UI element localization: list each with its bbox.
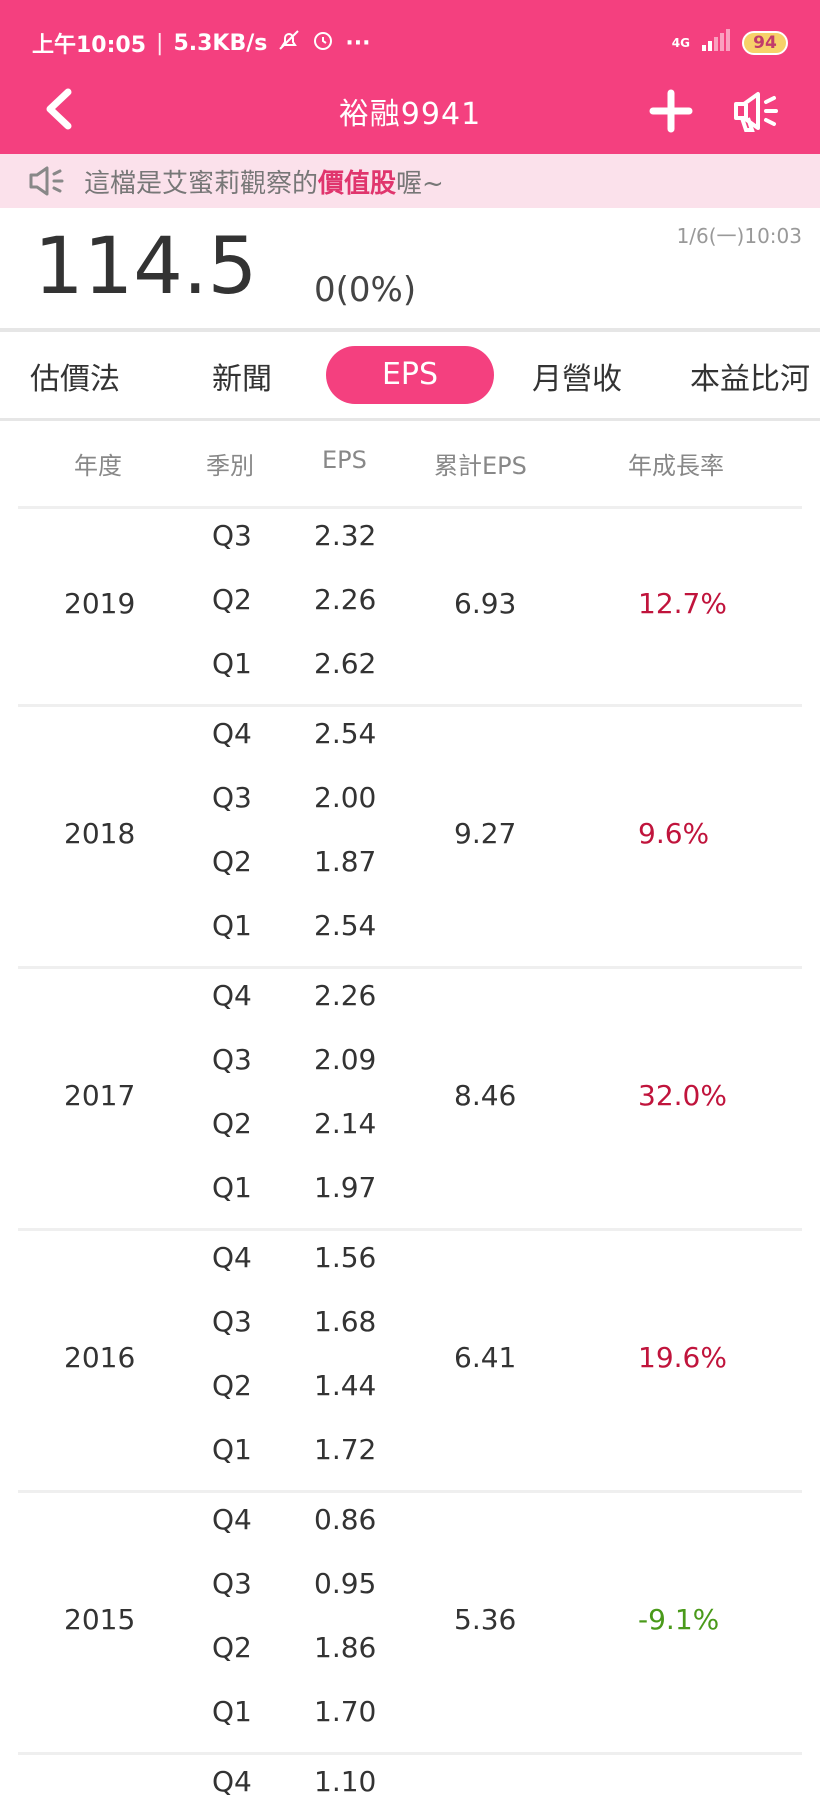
- table-header: 年度 季別 EPS 累計EPS 年成長率: [0, 438, 820, 486]
- cumulative-eps: 9.27: [454, 817, 517, 850]
- header-year: 年度: [74, 452, 122, 480]
- quarter-eps: 2.62: [314, 647, 377, 680]
- quarter-eps: 2.14: [314, 1107, 377, 1140]
- notice-banner[interactable]: 這檔是艾蜜莉觀察的 價值股 喔~: [0, 154, 820, 208]
- year-label: 2018: [64, 817, 136, 850]
- quarter-label: Q1: [212, 1171, 252, 1204]
- growth-rate: 32.0%: [638, 1079, 727, 1112]
- year-block: 2016 6.41 19.6% Q4 1.56 Q3 1.68 Q2 1.44 Q1 1.72: [18, 1228, 802, 1484]
- quarter-eps: 2.54: [314, 717, 377, 750]
- quarter-label: Q2: [212, 583, 252, 616]
- network-speed: 5.3KB/s: [173, 30, 268, 56]
- quarter-label: Q4: [212, 979, 252, 1012]
- back-icon[interactable]: [40, 86, 80, 132]
- megaphone-icon: [28, 164, 66, 198]
- cumulative-eps: 8.46: [454, 1079, 517, 1112]
- year-block: 2017 8.46 32.0% Q4 2.26 Q3 2.09 Q2 2.14 Q1 1.97: [18, 966, 802, 1222]
- quarter-label: Q4: [212, 717, 252, 750]
- signal-icon: [702, 29, 730, 57]
- quarter-eps: 0.95: [314, 1567, 377, 1600]
- alarm-icon: [311, 28, 335, 58]
- year-label: 2017: [64, 1079, 136, 1112]
- quarter-eps: 2.09: [314, 1043, 377, 1076]
- quarter-label: Q3: [212, 1305, 252, 1338]
- year-label: 2015: [64, 1603, 136, 1636]
- quarter-label: Q1: [212, 1433, 252, 1466]
- quarter-eps: 1.68: [314, 1305, 377, 1338]
- growth-rate: -9.1%: [638, 1603, 720, 1636]
- notification-muted-icon: [277, 28, 301, 58]
- notice-prefix: 這檔是艾蜜莉觀察的: [84, 168, 319, 199]
- quarter-label: Q3: [212, 1567, 252, 1600]
- quarter-eps: 1.70: [314, 1695, 377, 1728]
- quarter-eps: 1.86: [314, 1631, 377, 1664]
- quarter-eps: 2.26: [314, 583, 377, 616]
- quarter-label: Q1: [212, 909, 252, 942]
- growth-rate: 19.6%: [638, 1341, 727, 1374]
- growth-rate: 9.6%: [638, 817, 710, 850]
- quarter-label: Q1: [212, 647, 252, 680]
- notice-highlight: 價值股: [318, 168, 397, 199]
- quarter-label: Q3: [212, 519, 252, 552]
- divider: [0, 418, 820, 421]
- quarter-label: Q3: [212, 1043, 252, 1076]
- quarter-eps: 1.87: [314, 845, 377, 878]
- year-block: 2019 6.93 12.7% Q3 2.32 Q2 2.26 Q1 2.62: [18, 506, 802, 698]
- tab-monthly-revenue[interactable]: 月營收: [532, 362, 622, 397]
- cumulative-eps: 6.41: [454, 1341, 517, 1374]
- divider: [0, 328, 820, 332]
- nav-bar: 裕融9941: [0, 68, 820, 154]
- quarter-eps: 1.10: [314, 1765, 377, 1798]
- signal-label: 4G: [671, 36, 690, 50]
- quarter-eps: 1.97: [314, 1171, 377, 1204]
- add-icon[interactable]: [648, 88, 694, 134]
- year-block: Q4 1.10: [18, 1752, 802, 1816]
- status-time: 上午10:05: [32, 33, 147, 58]
- quarter-label: Q1: [212, 1695, 252, 1728]
- year-block: 2015 5.36 -9.1% Q4 0.86 Q3 0.95 Q2 1.86 Q1 1.70: [18, 1490, 802, 1746]
- quarter-eps: 1.56: [314, 1241, 377, 1274]
- header-cumulative-eps: 累計EPS: [434, 452, 527, 480]
- quarter-eps: 2.54: [314, 909, 377, 942]
- tab-eps[interactable]: EPS: [326, 346, 494, 404]
- quarter-eps: 2.26: [314, 979, 377, 1012]
- year-label: 2019: [64, 587, 136, 620]
- header-eps: EPS: [322, 446, 367, 474]
- quarter-eps: 1.72: [314, 1433, 377, 1466]
- quarter-eps: 0.86: [314, 1503, 377, 1536]
- quarter-label: Q3: [212, 781, 252, 814]
- year-label: 2016: [64, 1341, 136, 1374]
- header-quarter: 季別: [206, 452, 254, 480]
- cumulative-eps: 6.93: [454, 587, 517, 620]
- notice-suffix: 喔~: [396, 168, 444, 199]
- tab-valuation[interactable]: 估價法: [30, 362, 120, 397]
- quote-timestamp: 1/6(一)10:03: [676, 224, 802, 248]
- quarter-label: Q4: [212, 1503, 252, 1536]
- quarter-label: Q2: [212, 1107, 252, 1140]
- quarter-eps: 2.00: [314, 781, 377, 814]
- tab-bar: 估價法 新聞 EPS 月營收 本益比河: [0, 334, 820, 418]
- price-change: 0(0%): [314, 270, 417, 310]
- header-growth: 年成長率: [628, 452, 724, 480]
- announcement-icon[interactable]: [730, 84, 784, 138]
- quarter-label: Q4: [212, 1765, 252, 1798]
- quarter-label: Q2: [212, 845, 252, 878]
- cumulative-eps: 5.36: [454, 1603, 517, 1636]
- quarter-eps: 2.32: [314, 519, 377, 552]
- tab-news[interactable]: 新聞: [212, 362, 272, 397]
- quarter-label: Q4: [212, 1241, 252, 1274]
- growth-rate: 12.7%: [638, 587, 727, 620]
- more-icon: ···: [345, 30, 371, 56]
- tab-pe-river[interactable]: 本益比河: [690, 362, 810, 397]
- quarter-label: Q2: [212, 1369, 252, 1402]
- quote-panel: 114.5 0(0%) 1/6(一)10:03: [0, 208, 820, 328]
- quarter-label: Q2: [212, 1631, 252, 1664]
- stock-price: 114.5: [34, 222, 258, 312]
- page-title: 裕融9941: [338, 97, 482, 132]
- quarter-eps: 1.44: [314, 1369, 377, 1402]
- year-block: 2018 9.27 9.6% Q4 2.54 Q3 2.00 Q2 1.87 Q1 2.54: [18, 704, 802, 960]
- battery-icon: 94: [742, 31, 788, 55]
